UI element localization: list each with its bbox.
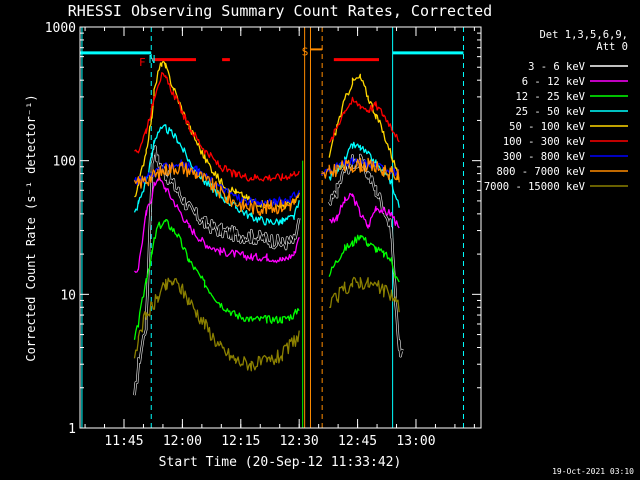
legend: Det 1,3,5,6,9,Att 0 3 - 6 keV 6 - 12 keV 12…: [484, 29, 628, 193]
series-line-8: [133, 276, 400, 372]
legend-label: 800 - 7000 keV: [496, 166, 585, 178]
y-tick-label: 10: [60, 288, 76, 303]
legend-label: 100 - 300 keV: [503, 136, 586, 148]
x-tick-label: 13:00: [396, 434, 435, 449]
legend-label: 6 - 12 keV: [522, 76, 586, 88]
legend-header: Att 0: [596, 41, 628, 53]
legend-label: 12 - 25 keV: [515, 91, 585, 103]
y-tick-label: 1000: [45, 21, 76, 36]
series-line-7: [133, 157, 400, 216]
legend-label: 3 - 6 keV: [528, 61, 586, 73]
legend-header: Det 1,3,5,6,9,: [539, 29, 628, 41]
plot-frame: [79, 26, 482, 429]
series-group: [133, 60, 404, 396]
legend-label: 25 - 50 keV: [515, 106, 585, 118]
render-timestamp: 19-Oct-2021 03:10: [552, 467, 634, 476]
legend-label: 50 - 100 keV: [509, 121, 586, 133]
annotation-f: F: [139, 56, 146, 69]
x-tick-label: 12:30: [280, 434, 319, 449]
x-axis-label: Start Time (20-Sep-12 11:33:42): [159, 455, 402, 470]
axes: 1 10 100 1000 11:45 12:00 12:15 12:30 12:45 13:00: [45, 21, 481, 449]
x-tick-label: 11:45: [104, 434, 143, 449]
legend-label: 7000 - 15000 keV: [484, 181, 586, 193]
series-line-2: [133, 218, 400, 340]
y-axis-label: Corrected Count Rate (s⁻¹ detector⁻¹): [24, 94, 38, 361]
x-tick-label: 12:00: [163, 434, 202, 449]
y-tick-label: 100: [53, 155, 76, 170]
legend-label: 300 - 800 keV: [503, 151, 586, 163]
series-line-5: [134, 72, 400, 182]
y-tick-label: 1: [68, 422, 76, 437]
x-tick-label: 12:45: [338, 434, 377, 449]
annotation-s: S: [302, 46, 309, 59]
x-tick-label: 12:15: [221, 434, 260, 449]
annotation-n: N: [149, 53, 156, 66]
chart-title: RHESSI Observing Summary Count Rates, Co…: [68, 2, 492, 20]
